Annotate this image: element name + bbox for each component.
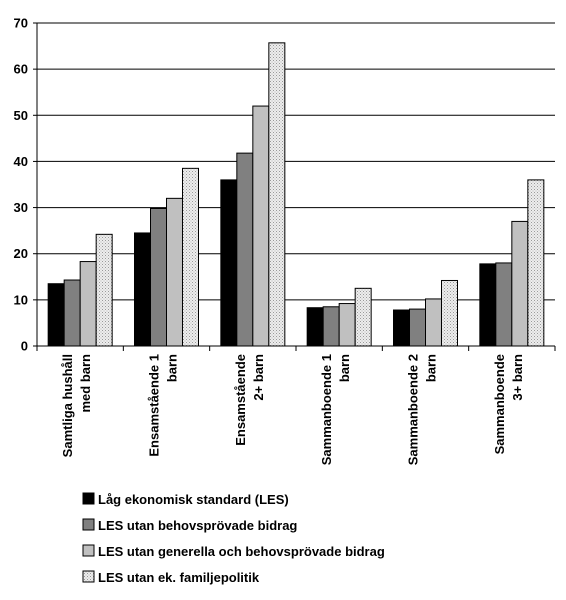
axes bbox=[36, 23, 556, 351]
bar-2-6 bbox=[495, 262, 513, 347]
bar-4-6 bbox=[527, 179, 545, 347]
legend: Låg ekonomisk standard (LES) LES utan beh… bbox=[82, 492, 385, 585]
y-tick-label: 60 bbox=[14, 62, 28, 77]
category-labels: Samtliga hushåll med barn Ensamstående 1 ba… bbox=[60, 354, 525, 465]
category-label: Ensamstående bbox=[233, 354, 248, 446]
category-label: med barn bbox=[78, 354, 93, 413]
category-label: Sammanboende bbox=[492, 354, 507, 454]
legend-swatch bbox=[82, 492, 95, 505]
gridlines bbox=[37, 22, 555, 301]
bar-2-4 bbox=[322, 306, 340, 347]
bar-4-4 bbox=[354, 287, 372, 347]
category-label: Sammanboende 1 bbox=[319, 354, 334, 465]
category-label: Samtliga hushåll bbox=[60, 354, 75, 457]
legend-label: LES utan generella och behovsprövade bid… bbox=[98, 544, 385, 559]
legend-swatch bbox=[82, 518, 95, 531]
bar-3-5 bbox=[425, 298, 442, 347]
bar-3-3 bbox=[252, 105, 270, 347]
bar-1-5 bbox=[393, 309, 410, 347]
bar-2-1 bbox=[63, 279, 81, 347]
legend-label: Låg ekonomisk standard (LES) bbox=[98, 492, 289, 507]
category-label: barn bbox=[165, 354, 180, 382]
y-tick-label: 20 bbox=[14, 246, 28, 261]
category-label: 3+ barn bbox=[510, 354, 525, 401]
bar-3-2 bbox=[166, 197, 183, 347]
legend-label: LES utan ek. familjepolitik bbox=[98, 570, 260, 585]
legend-label: LES utan behovsprövade bidrag bbox=[98, 518, 297, 533]
bar-3-6 bbox=[511, 220, 529, 347]
bar-2-2 bbox=[150, 207, 167, 347]
bar-4-5 bbox=[441, 279, 458, 347]
bar-1-1 bbox=[47, 283, 65, 347]
y-tick-label: 10 bbox=[14, 292, 28, 307]
y-tick-label: 40 bbox=[14, 154, 28, 169]
category-label: barn bbox=[337, 354, 352, 382]
bar-1-2 bbox=[134, 232, 151, 347]
y-axis-ticks: 0 10 20 30 40 50 60 70 bbox=[14, 16, 37, 354]
category-label: barn bbox=[424, 354, 439, 382]
category-label: Sammanboende 2 bbox=[406, 354, 421, 465]
y-tick-label: 0 bbox=[21, 339, 28, 354]
bar-3-4 bbox=[338, 303, 356, 347]
category-label: Ensamstående 1 bbox=[147, 354, 162, 457]
bar-4-2 bbox=[182, 167, 199, 347]
legend-swatch bbox=[82, 544, 95, 557]
bar-1-6 bbox=[479, 263, 497, 347]
y-tick-label: 70 bbox=[14, 16, 28, 31]
bars bbox=[47, 42, 545, 347]
bar-4-1 bbox=[95, 233, 113, 347]
bar-2-3 bbox=[236, 152, 254, 347]
y-tick-label: 30 bbox=[14, 200, 28, 215]
bar-4-3 bbox=[268, 42, 286, 347]
bar-1-4 bbox=[306, 307, 324, 347]
bar-2-5 bbox=[409, 308, 426, 347]
legend-swatch bbox=[82, 570, 95, 583]
category-label: 2+ barn bbox=[251, 354, 266, 401]
bar-1-3 bbox=[220, 179, 238, 347]
bar-3-1 bbox=[79, 261, 97, 347]
y-tick-label: 50 bbox=[14, 108, 28, 123]
